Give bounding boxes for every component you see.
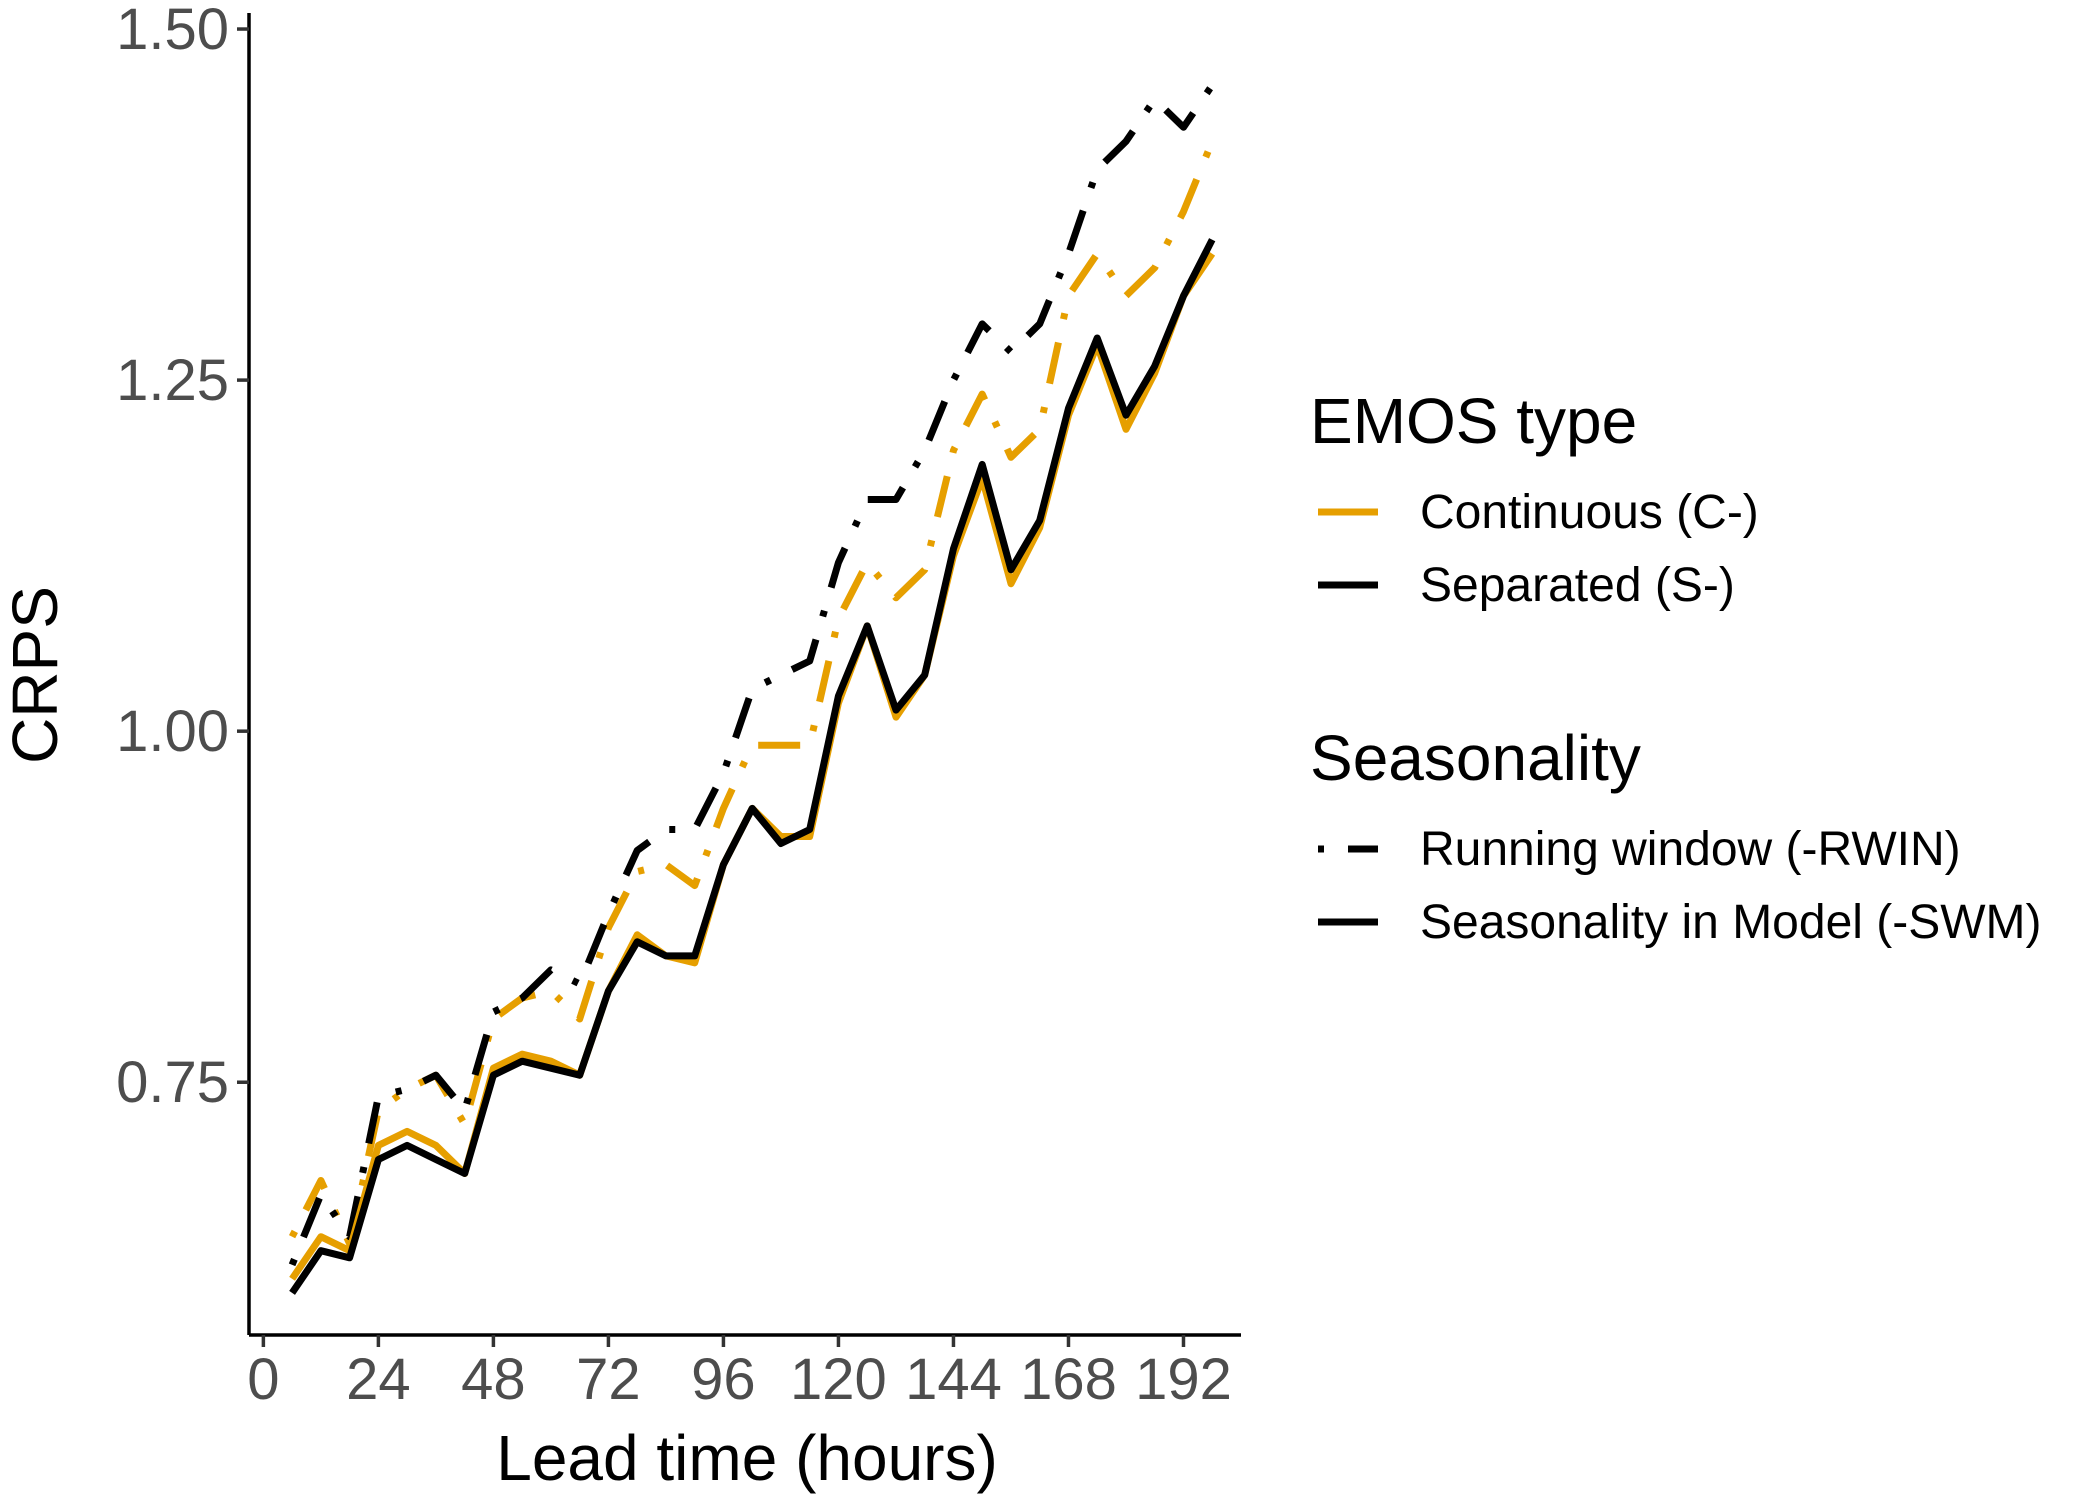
x-axis-title: Lead time (hours) — [496, 1422, 998, 1494]
legend: EMOS type Continuous (C-) Separated (S-) Se… — [1310, 385, 2042, 949]
x-tick-label: 96 — [691, 1347, 756, 1412]
axes — [247, 13, 1241, 1337]
x-tick-label: 24 — [346, 1347, 411, 1412]
x-tick-label: 72 — [576, 1347, 641, 1412]
ticks: 0 24 48 72 96 120 144 168 192 0.75 1.00 1.25 1.50 — [116, 0, 1232, 1412]
series-line-4 — [289, 238, 1216, 1295]
x-tick-label: 168 — [1020, 1347, 1117, 1412]
x-tick-label: 144 — [905, 1347, 1002, 1412]
x-tick-label: 120 — [790, 1347, 887, 1412]
y-tick-label: 1.00 — [116, 699, 229, 764]
plot-lines — [288, 83, 1216, 1295]
y-tick-label: 1.50 — [116, 0, 229, 62]
series-line-3 — [289, 251, 1216, 1281]
x-tick-label: 48 — [461, 1347, 526, 1412]
legend-title-1: EMOS type — [1310, 385, 1637, 457]
y-tick-label: 0.75 — [116, 1050, 229, 1115]
x-tick-label: 0 — [247, 1347, 279, 1412]
legend-title-2: Seasonality — [1310, 722, 1641, 794]
legend-label-2-2: Seasonality in Model (-SWM) — [1420, 896, 2042, 949]
y-axis-title: CRPS — [0, 586, 71, 764]
y-tick-label: 1.25 — [116, 348, 229, 413]
series-line-2 — [288, 83, 1216, 1267]
legend-label-1-1: Continuous (C-) — [1420, 486, 1759, 539]
legend-label-2-1: Running window (-RWIN) — [1420, 823, 1961, 876]
legend-label-1-2: Separated (S-) — [1420, 559, 1735, 612]
x-tick-label: 192 — [1135, 1347, 1232, 1412]
